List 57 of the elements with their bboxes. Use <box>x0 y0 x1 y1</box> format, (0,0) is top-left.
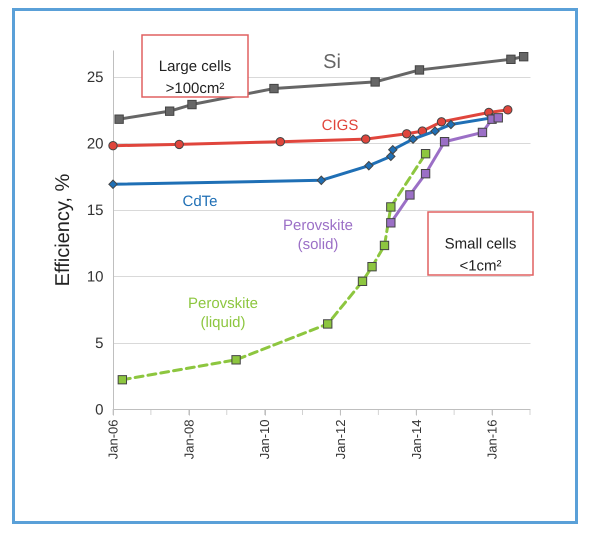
point <box>187 100 197 110</box>
point <box>370 77 380 87</box>
point <box>118 375 128 384</box>
point <box>506 54 516 64</box>
y-tick-label: 0 <box>95 402 104 418</box>
point <box>503 105 512 115</box>
x-tick-label: Jan-10 <box>257 420 272 460</box>
text: Perovskite (solid) <box>282 217 354 253</box>
y-axis-title: Efficiency, % <box>52 173 74 286</box>
point <box>430 126 440 136</box>
x-tick-label: Jan-12 <box>332 420 348 460</box>
point <box>405 190 415 200</box>
point <box>174 140 184 150</box>
series-label: Perovskite (liquid) <box>188 295 258 331</box>
point <box>114 114 124 124</box>
point <box>408 134 418 144</box>
point <box>108 180 118 189</box>
point <box>446 120 456 130</box>
point <box>164 106 174 116</box>
point <box>316 176 326 185</box>
y-tick-label: 25 <box>86 69 104 86</box>
point <box>231 355 241 364</box>
point <box>388 145 398 154</box>
point <box>494 113 503 122</box>
y-tick-label: 20 <box>86 136 104 153</box>
series-label: CdTe <box>182 193 218 210</box>
point <box>436 117 446 126</box>
series-label: CIGS <box>322 117 358 134</box>
point <box>358 276 368 286</box>
point <box>367 262 377 272</box>
point <box>420 149 430 158</box>
point <box>386 152 396 162</box>
point <box>276 137 285 146</box>
point <box>380 240 390 250</box>
point <box>518 52 528 62</box>
x-tick-label: Jan-06 <box>106 420 120 460</box>
point <box>440 137 450 146</box>
point <box>420 168 430 178</box>
annotation: Large cells >100cm² <box>158 58 232 97</box>
point <box>414 65 424 75</box>
point <box>386 202 396 212</box>
point <box>478 128 488 138</box>
point <box>386 218 396 228</box>
y-tick-label: 10 <box>86 268 104 286</box>
annotation: Small cells <1cm² <box>444 236 516 274</box>
series-label: Si <box>323 51 341 73</box>
y-tick-label: 5 <box>95 335 104 352</box>
point <box>269 84 279 94</box>
point <box>402 129 412 138</box>
x-tick-label: Jan-14 <box>408 420 424 460</box>
point <box>361 134 370 144</box>
point <box>108 141 118 150</box>
y-tick-label: 15 <box>86 202 104 220</box>
x-tick-label: Jan-08 <box>181 420 196 460</box>
x-tick-label: Jan-16 <box>484 420 500 460</box>
point <box>323 319 332 329</box>
point <box>364 160 374 170</box>
